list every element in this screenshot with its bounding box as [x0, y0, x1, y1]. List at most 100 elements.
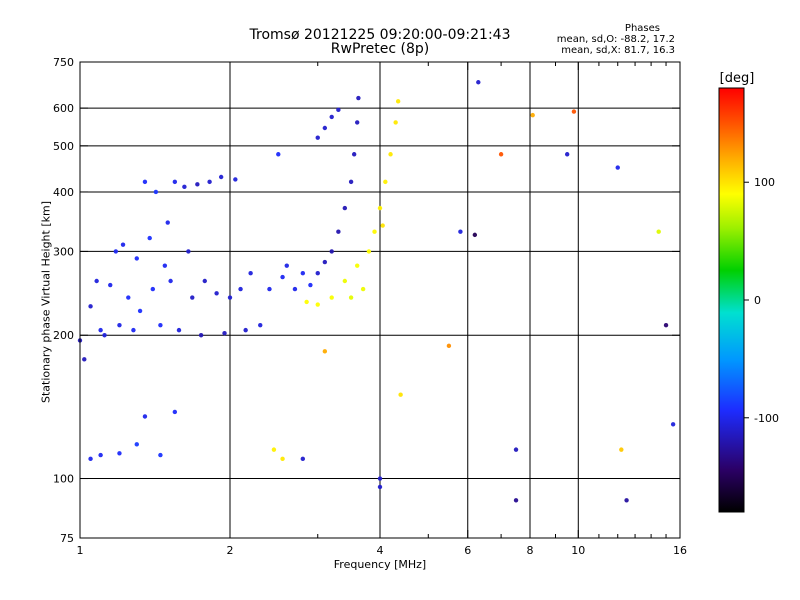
- colorbar-tick-label: 0: [754, 294, 761, 307]
- y-tick-label: 75: [60, 532, 74, 545]
- scatter-point: 5.8 MHz, 330 km, -105 deg: [458, 229, 463, 234]
- scatter-point: 12 MHz, 450 km, -100 deg: [615, 165, 620, 170]
- scatter-point: 1.5 MHz, 345 km, -100 deg: [165, 220, 170, 225]
- scatter-point: 1.52 MHz, 260 km, -100 deg: [168, 278, 173, 284]
- colorbar-tick-label: 100: [754, 176, 775, 189]
- scatter-point: 14.5 MHz, 330 km, 80 deg: [656, 229, 661, 234]
- scatter-point: 1.4 MHz, 250 km, -95 deg: [150, 286, 156, 292]
- scatter-point: 3.3 MHz, 330 km, -120 deg: [336, 229, 341, 234]
- scatter-point: 2.55 MHz, 265 km, -98 deg: [280, 274, 285, 280]
- scatter-point: 2.1 MHz, 250 km, -105 deg: [238, 286, 243, 292]
- scatter-point: 1.55 MHz, 420 km, -100 deg: [172, 179, 178, 185]
- scatter-point: 1.72 MHz, 415 km, -115 deg: [195, 182, 200, 187]
- scatter-point: 3 MHz, 232 km, 90 deg: [315, 302, 320, 307]
- scatter-point: 1.1 MHz, 205 km, -100 deg: [98, 327, 103, 333]
- chart-title: Tromsø 20121225 09:20:00-09:21:43: [249, 27, 511, 43]
- x-tick-label: 2: [227, 544, 234, 557]
- scatter-point: 1.15 MHz, 255 km, -100 deg: [108, 282, 113, 288]
- scatter-point: 5.5 MHz, 190 km, 130 deg: [446, 343, 452, 349]
- colorbar-tick-label: -100: [754, 412, 779, 425]
- y-tick-label: 600: [53, 102, 74, 115]
- scatter-point: 1.88 MHz, 245 km, -110 deg: [214, 291, 219, 296]
- scatter-point: 1.12 MHz, 200 km, -105 deg: [102, 333, 107, 338]
- scatter-point: 1.02 MHz, 178 km, -115 deg: [82, 357, 87, 362]
- scatter-point: 1.05 MHz, 110 km, -100 deg: [88, 456, 93, 462]
- scatter-point: 2.2 MHz, 270 km, -105 deg: [248, 271, 253, 276]
- scatter-point: 1.35 MHz, 135 km, -100 deg: [142, 414, 148, 419]
- scatter-point: 1.42 MHz, 400 km, -90 deg: [153, 189, 159, 195]
- scatter-point: 1.25 MHz, 240 km, -95 deg: [126, 295, 131, 300]
- scatter-point: 1.78 MHz, 260 km, -112 deg: [202, 278, 207, 284]
- scatter-point: 7.5 MHz, 90 km, -130 deg: [513, 498, 519, 503]
- scatter-point: 1.55 MHz, 138 km, -95 deg: [172, 409, 178, 415]
- scatter-point: 3.2 MHz, 575 km, -110 deg: [329, 114, 334, 120]
- scatter-point: 1.32 MHz, 225 km, -92 deg: [137, 308, 143, 314]
- scatter-point: 7.5 MHz, 115 km, -115 deg: [513, 447, 519, 452]
- scatter-point: 1.35 MHz, 420 km, -95 deg: [142, 179, 148, 185]
- scatter-point: 1.1 MHz, 112 km, -98 deg: [98, 452, 103, 458]
- scatter-point: 2.6 MHz, 280 km, -102 deg: [284, 263, 289, 268]
- scatter-point: 1.58 MHz, 205 km, -105 deg: [176, 327, 182, 333]
- scatter-point: 1.45 MHz, 112 km, -90 deg: [158, 452, 163, 458]
- points-layer: 1 MHz, 195 km, -115 deg1.02 MHz, 178 km,…: [77, 80, 676, 503]
- y-tick-label: 400: [53, 186, 74, 199]
- scatter-point: 3.3 MHz, 595 km, -110 deg: [336, 107, 341, 113]
- scatter-point: 3.5 MHz, 240 km, 82 deg: [348, 295, 354, 300]
- scatter-point: 3.62 MHz, 630 km, -115 deg: [356, 95, 361, 101]
- scatter-point: 4.05 MHz, 340 km, 100 deg: [380, 223, 385, 228]
- scatter-point: 2.05 MHz, 425 km, -105 deg: [233, 177, 238, 182]
- scatter-point: 2 MHz, 240 km, -108 deg: [227, 295, 233, 300]
- scatter-point: 1.75 MHz, 200 km, -118 deg: [198, 333, 204, 338]
- scatter-point: 2.8 MHz, 270 km, -98 deg: [300, 271, 306, 276]
- scatter-point: 1.3 MHz, 118 km, -88 deg: [134, 442, 139, 447]
- stats-x-mode: mean, sd,X: 81.7, 16.3: [561, 45, 675, 56]
- scatter-point: 1.3 MHz, 290 km, -95 deg: [134, 256, 139, 261]
- scatter-point: 1.68 MHz, 240 km, -112 deg: [190, 295, 195, 300]
- scatter-point: 2.85 MHz, 235 km, 90 deg: [304, 299, 309, 305]
- colorbar-bar: [718, 87, 745, 513]
- scatter-point: 2.45 MHz, 115 km, 95 deg: [271, 447, 277, 452]
- scatter-point: 2.15 MHz, 205 km, -110 deg: [243, 327, 248, 333]
- scatter-point: 4.1 MHz, 420 km, 95 deg: [383, 179, 388, 185]
- scatter-point: 3.5 MHz, 420 km, -115 deg: [348, 179, 354, 185]
- scatter-point: 1.95 MHz, 202 km, -115 deg: [222, 330, 227, 336]
- scatter-point: 1.92 MHz, 430 km, -108 deg: [218, 174, 224, 180]
- scatter-point: 1.38 MHz, 320 km, -92 deg: [147, 235, 152, 241]
- scatter-point: 3.9 MHz, 330 km, 92 deg: [372, 229, 377, 234]
- scatter-point: 8.1 MHz, 580 km, 120 deg: [530, 112, 535, 118]
- scatter-point: 4 MHz, 100 km, -110 deg: [377, 476, 383, 481]
- scatter-point: 6.3 MHz, 680 km, -110 deg: [476, 80, 481, 85]
- scatter-point: 3.4 MHz, 260 km, 85 deg: [342, 278, 348, 284]
- x-tick-label: 4: [377, 544, 384, 557]
- scatter-point: 4.4 MHz, 150 km, 100 deg: [398, 392, 403, 397]
- scatter-point: 12.5 MHz, 90 km, -125 deg: [624, 498, 629, 503]
- colorbar: 100 0 -100: [718, 87, 779, 513]
- x-axis-label: Frequency [MHz]: [333, 558, 427, 571]
- scatter-point: 9.5 MHz, 480 km, -110 deg: [564, 152, 570, 157]
- scatter-point: 3.55 MHz, 480 km, -115 deg: [351, 152, 357, 157]
- y-axis-label: Stationary phase Virtual Height [km]: [39, 200, 53, 404]
- x-tick-label: 8: [527, 544, 534, 557]
- scatter-point: 1.2 MHz, 210 km, -102 deg: [117, 322, 122, 328]
- y-tick-label: 500: [53, 140, 74, 153]
- scatter-point: 1.2 MHz, 113 km, -95 deg: [117, 451, 122, 456]
- scatter-point: 1.62 MHz, 410 km, -108 deg: [182, 184, 187, 190]
- scatter-point: 2.3 MHz, 210 km, -105 deg: [258, 322, 263, 328]
- plot-grid: [80, 62, 680, 538]
- scatter-point: 1.82 MHz, 420 km, -110 deg: [207, 179, 212, 185]
- y-tick-label: 300: [53, 245, 74, 258]
- scatter-point: 6.2 MHz, 325 km, -150 deg: [472, 232, 478, 238]
- stats-label: Phases: [624, 23, 660, 34]
- scatter-point: 1.22 MHz, 310 km, -100 deg: [120, 242, 126, 247]
- scatter-point: 1.65 MHz, 300 km, -110 deg: [186, 249, 191, 254]
- scatter-point: 3.6 MHz, 560 km, -115 deg: [354, 120, 360, 125]
- y-tick-label: 100: [53, 473, 74, 486]
- scatter-point: 2.9 MHz, 255 km, -95 deg: [308, 282, 313, 288]
- scatter-point: 4 MHz, 370 km, 95 deg: [377, 205, 383, 211]
- scatter-point: 2.8 MHz, 110 km, -110 deg: [300, 456, 306, 462]
- scatter-point: 3.1 MHz, 185 km, 120 deg: [322, 349, 328, 354]
- y-tick-label: 750: [53, 56, 74, 69]
- scatter-point: 7 MHz, 480 km, 150 deg: [498, 152, 504, 157]
